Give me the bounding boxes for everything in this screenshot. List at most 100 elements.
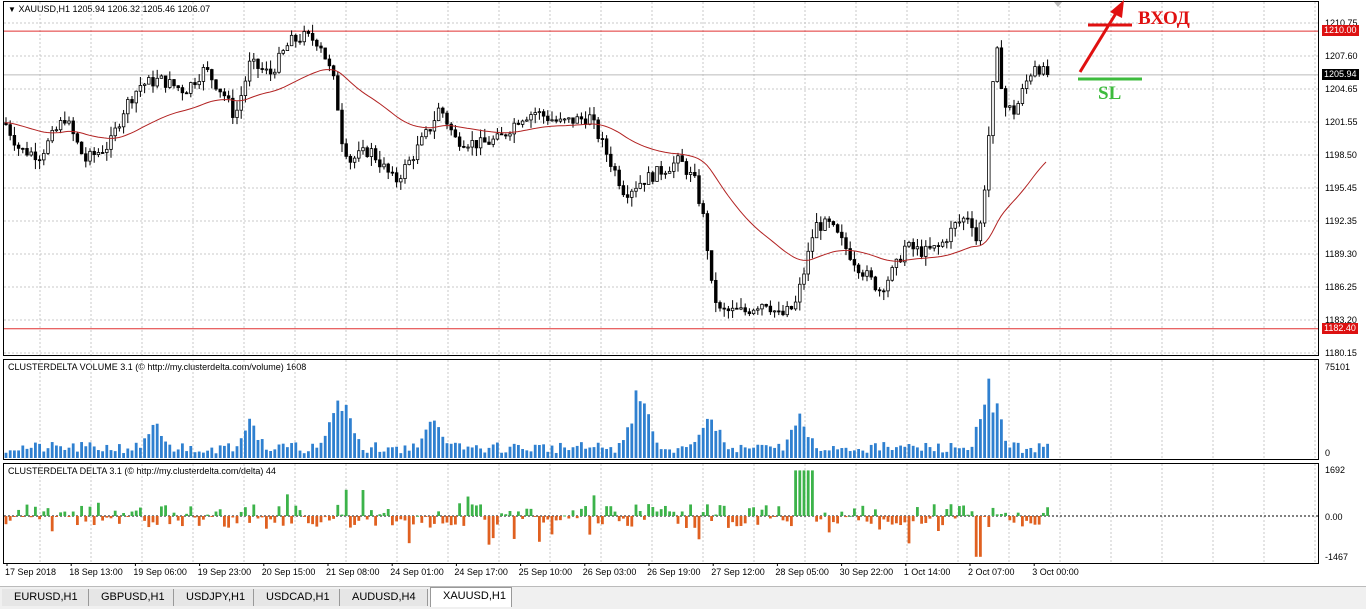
tab-usdcad-h1[interactable]: USDCAD,H1 (254, 589, 340, 606)
candle-body (537, 111, 542, 114)
volume-bar (449, 443, 453, 458)
candle-body (856, 264, 861, 274)
delta-bar (332, 516, 335, 519)
candle-body (130, 99, 134, 104)
candle-body (403, 164, 407, 179)
candle-body (273, 71, 277, 75)
volume-bar (890, 450, 894, 458)
tab-eurusd-h1[interactable]: EURUSD,H1 (2, 589, 89, 606)
delta-bar (181, 516, 184, 527)
candle-body (319, 45, 323, 49)
candle-body (306, 31, 311, 34)
candle-body (630, 190, 634, 198)
delta-bar (437, 511, 440, 516)
volume-bar (739, 444, 743, 458)
volume-bar (256, 439, 260, 458)
candle-body (394, 172, 399, 183)
delta-bar (424, 516, 428, 517)
delta-bar (244, 507, 247, 516)
volume-bar (634, 390, 638, 458)
candle-body (869, 270, 873, 278)
delta-bar (256, 516, 260, 519)
delta-bar (315, 516, 319, 527)
candle-body (214, 79, 218, 90)
volume-bar (790, 429, 793, 458)
candle-body (449, 123, 453, 131)
volume-bar (970, 446, 974, 458)
volume-bar (777, 443, 781, 458)
candle-body (999, 47, 1004, 89)
candle-body (991, 81, 995, 137)
volume-bar (38, 443, 41, 458)
volume-bar (920, 450, 923, 458)
time-axis-label: 19 Sep 23:00 (197, 567, 252, 577)
volume-bar (155, 423, 159, 458)
volume-pane[interactable]: CLUSTERDELTA VOLUME 3.1 (© http://my.clu… (3, 359, 1319, 460)
delta-bar (252, 504, 256, 516)
level-tag-1210: 1210.00 (1322, 25, 1359, 37)
candle-body (453, 129, 458, 138)
delta-bar (823, 512, 827, 516)
delta-bar (869, 516, 873, 524)
volume-bar (844, 447, 848, 458)
delta-bar (143, 516, 146, 521)
time-axis-label: 2 Oct 07:00 (968, 567, 1015, 577)
candle-body (415, 144, 420, 161)
tab-xauusd-h1[interactable]: XAUUSD,H1 (430, 587, 512, 607)
delta-bar (370, 510, 373, 516)
candle-body (911, 242, 915, 250)
candle-body (172, 79, 176, 87)
candle-body (109, 135, 113, 150)
delta-bar (55, 516, 58, 517)
candle-body (680, 155, 684, 162)
candle-body (357, 150, 361, 159)
chart-menu-triangle-icon[interactable]: ▼ (8, 5, 16, 14)
candle-body (336, 75, 340, 111)
delta-bar (17, 509, 20, 516)
volume-bar (122, 453, 125, 458)
delta-bar (697, 516, 701, 540)
volume-bar (567, 450, 571, 458)
delta-bar (819, 516, 823, 520)
delta-bar (84, 516, 88, 522)
delta-bar (113, 510, 117, 516)
time-axis-label: 1 Oct 14:00 (903, 567, 951, 577)
volume-bar (311, 443, 314, 458)
delta-bar (59, 512, 62, 516)
volume-bar (357, 439, 361, 458)
candle-body (546, 115, 550, 122)
candle-body (1008, 105, 1012, 108)
candle-body (75, 133, 80, 143)
delta-bar (441, 516, 445, 524)
delta-bar (542, 516, 545, 523)
candle-body (609, 153, 613, 167)
tab-usdjpy-h1[interactable]: USDJPY,H1 (174, 589, 254, 606)
candle-body (260, 68, 264, 70)
delta-bar (227, 516, 230, 528)
delta-bar (680, 511, 684, 516)
tab-gbpusd-h1[interactable]: GBPUSD,H1 (89, 589, 174, 606)
delta-bar (101, 516, 104, 521)
delta-bar (575, 516, 579, 519)
delta-bar (806, 470, 810, 516)
candle-body (793, 301, 798, 310)
volume-bar (899, 445, 902, 458)
candle-body (201, 67, 206, 82)
price-axis-label: 1192.35 (1325, 216, 1357, 226)
delta-bar (202, 516, 205, 520)
volume-bar (244, 430, 247, 458)
volume-bar (655, 442, 659, 458)
delta-bar (878, 516, 881, 530)
volume-bar (710, 419, 713, 458)
volume-bar (949, 443, 953, 458)
volume-bar (781, 450, 785, 458)
delta-bar (836, 516, 839, 524)
tab-audusd-h4[interactable]: AUDUSD,H4 (340, 589, 428, 606)
volume-bar (395, 446, 398, 458)
volume-bar (160, 435, 163, 458)
volume-bar (525, 450, 529, 458)
candle-body (424, 129, 428, 138)
volume-bar (487, 447, 491, 458)
candle-body (420, 136, 424, 146)
